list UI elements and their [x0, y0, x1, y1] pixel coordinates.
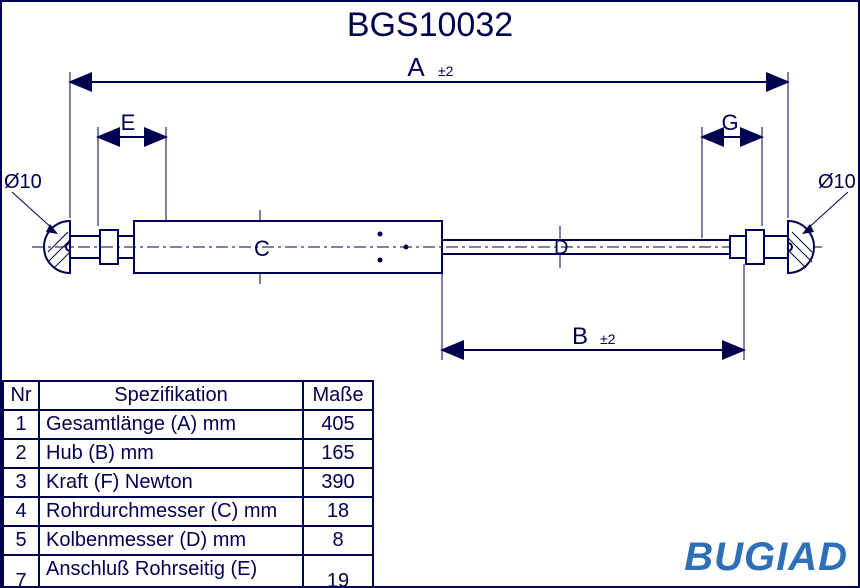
- cell-spec: Rohrdurchmesser (C) mm: [39, 497, 303, 526]
- cell-nr: 1: [3, 410, 39, 439]
- dim-E-label: E: [121, 110, 136, 135]
- dim-A: A ±2: [70, 52, 788, 218]
- dim-C-label: C: [254, 236, 270, 261]
- dia-right-text: Ø10: [818, 171, 856, 193]
- th-val: Maße: [303, 381, 373, 410]
- dim-D-label: D: [554, 237, 568, 259]
- cell-nr: 2: [3, 439, 39, 468]
- dim-G-label: G: [721, 110, 738, 135]
- table-row: 2 Hub (B) mm 165: [3, 439, 373, 468]
- cell-val: 405: [303, 410, 373, 439]
- cell-spec: Anschluß Rohrseitig (E) mm: [39, 555, 303, 588]
- cell-spec: Gesamtlänge (A) mm: [39, 410, 303, 439]
- dim-B: B ±2: [442, 264, 744, 360]
- table-header-row: Nr Spezifikation Maße: [3, 381, 373, 410]
- cell-val: 165: [303, 439, 373, 468]
- cell-val: 8: [303, 526, 373, 555]
- cell-nr: 3: [3, 468, 39, 497]
- dia-right-label: Ø10: [802, 171, 856, 234]
- th-nr: Nr: [3, 381, 39, 410]
- table-row: 3 Kraft (F) Newton 390: [3, 468, 373, 497]
- table-row: 4 Rohrdurchmesser (C) mm 18: [3, 497, 373, 526]
- brand-logo: BUGIAD: [684, 535, 848, 580]
- dim-B-label: B: [572, 323, 588, 350]
- cell-val: 19: [303, 555, 373, 588]
- spec-table: Nr Spezifikation Maße 1 Gesamtlänge (A) …: [2, 380, 374, 588]
- cell-spec: Kolbenmesser (D) mm: [39, 526, 303, 555]
- dim-A-tol: ±2: [438, 63, 454, 79]
- dim-D: D: [554, 226, 568, 268]
- table-row: 1 Gesamtlänge (A) mm 405: [3, 410, 373, 439]
- dim-B-tol: ±2: [600, 331, 616, 347]
- th-spec: Spezifikation: [39, 381, 303, 410]
- dim-E: E: [98, 110, 166, 226]
- dia-left-text: Ø10: [4, 171, 42, 193]
- page: BGS10032: [0, 0, 860, 588]
- dim-A-label: A: [407, 52, 425, 82]
- cell-val: 18: [303, 497, 373, 526]
- cell-nr: 7: [3, 555, 39, 588]
- table-row: 5 Kolbenmesser (D) mm 8: [3, 526, 373, 555]
- cell-val: 390: [303, 468, 373, 497]
- right-socket: [730, 221, 814, 273]
- dia-left-label: Ø10: [4, 171, 58, 234]
- technical-drawing: Ø10 Ø10 A ±2 E G: [2, 2, 858, 382]
- cell-spec: Kraft (F) Newton: [39, 468, 303, 497]
- dim-G: G: [702, 110, 762, 238]
- cell-nr: 5: [3, 526, 39, 555]
- cell-nr: 4: [3, 497, 39, 526]
- table-row: 7 Anschluß Rohrseitig (E) mm 19: [3, 555, 373, 588]
- cell-spec: Hub (B) mm: [39, 439, 303, 468]
